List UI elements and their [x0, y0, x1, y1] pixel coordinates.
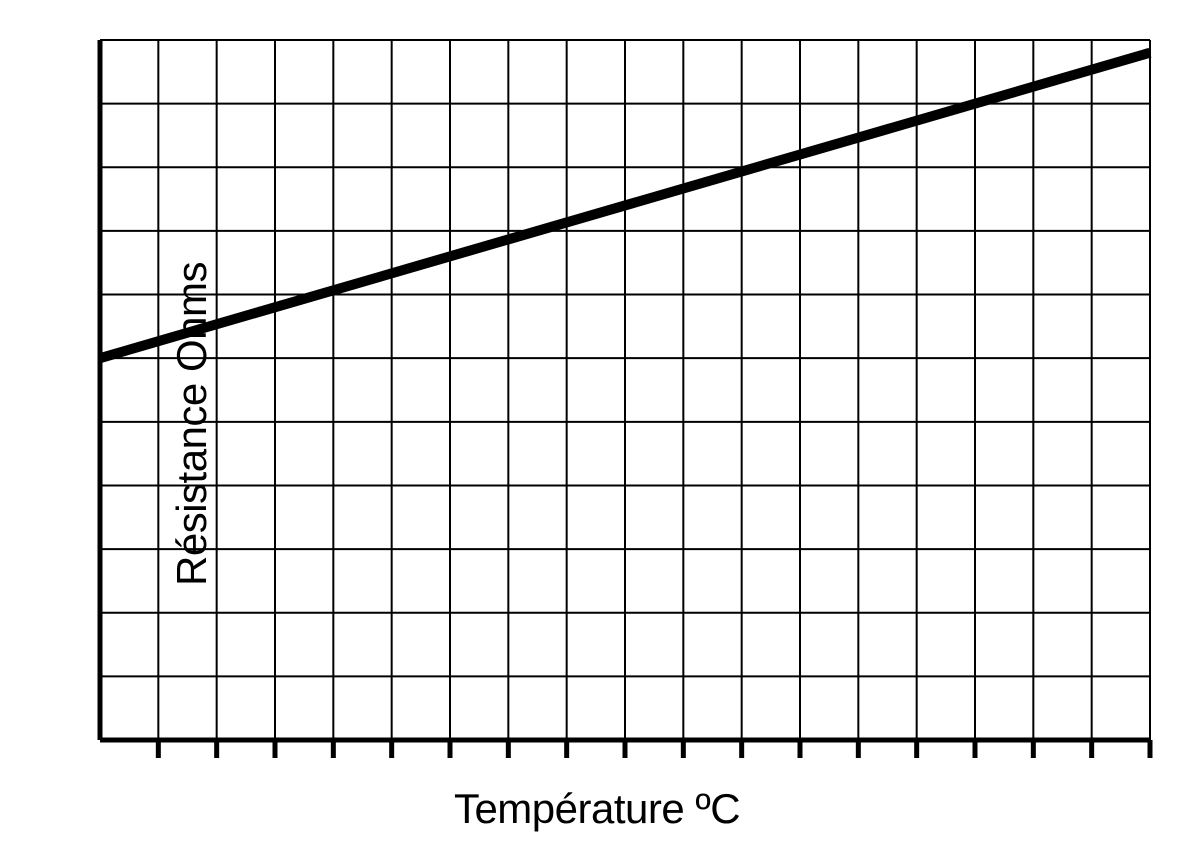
x-axis-label: Température ºC: [454, 785, 740, 833]
chart-plot: [100, 40, 1150, 740]
chart-container: [100, 40, 1150, 740]
